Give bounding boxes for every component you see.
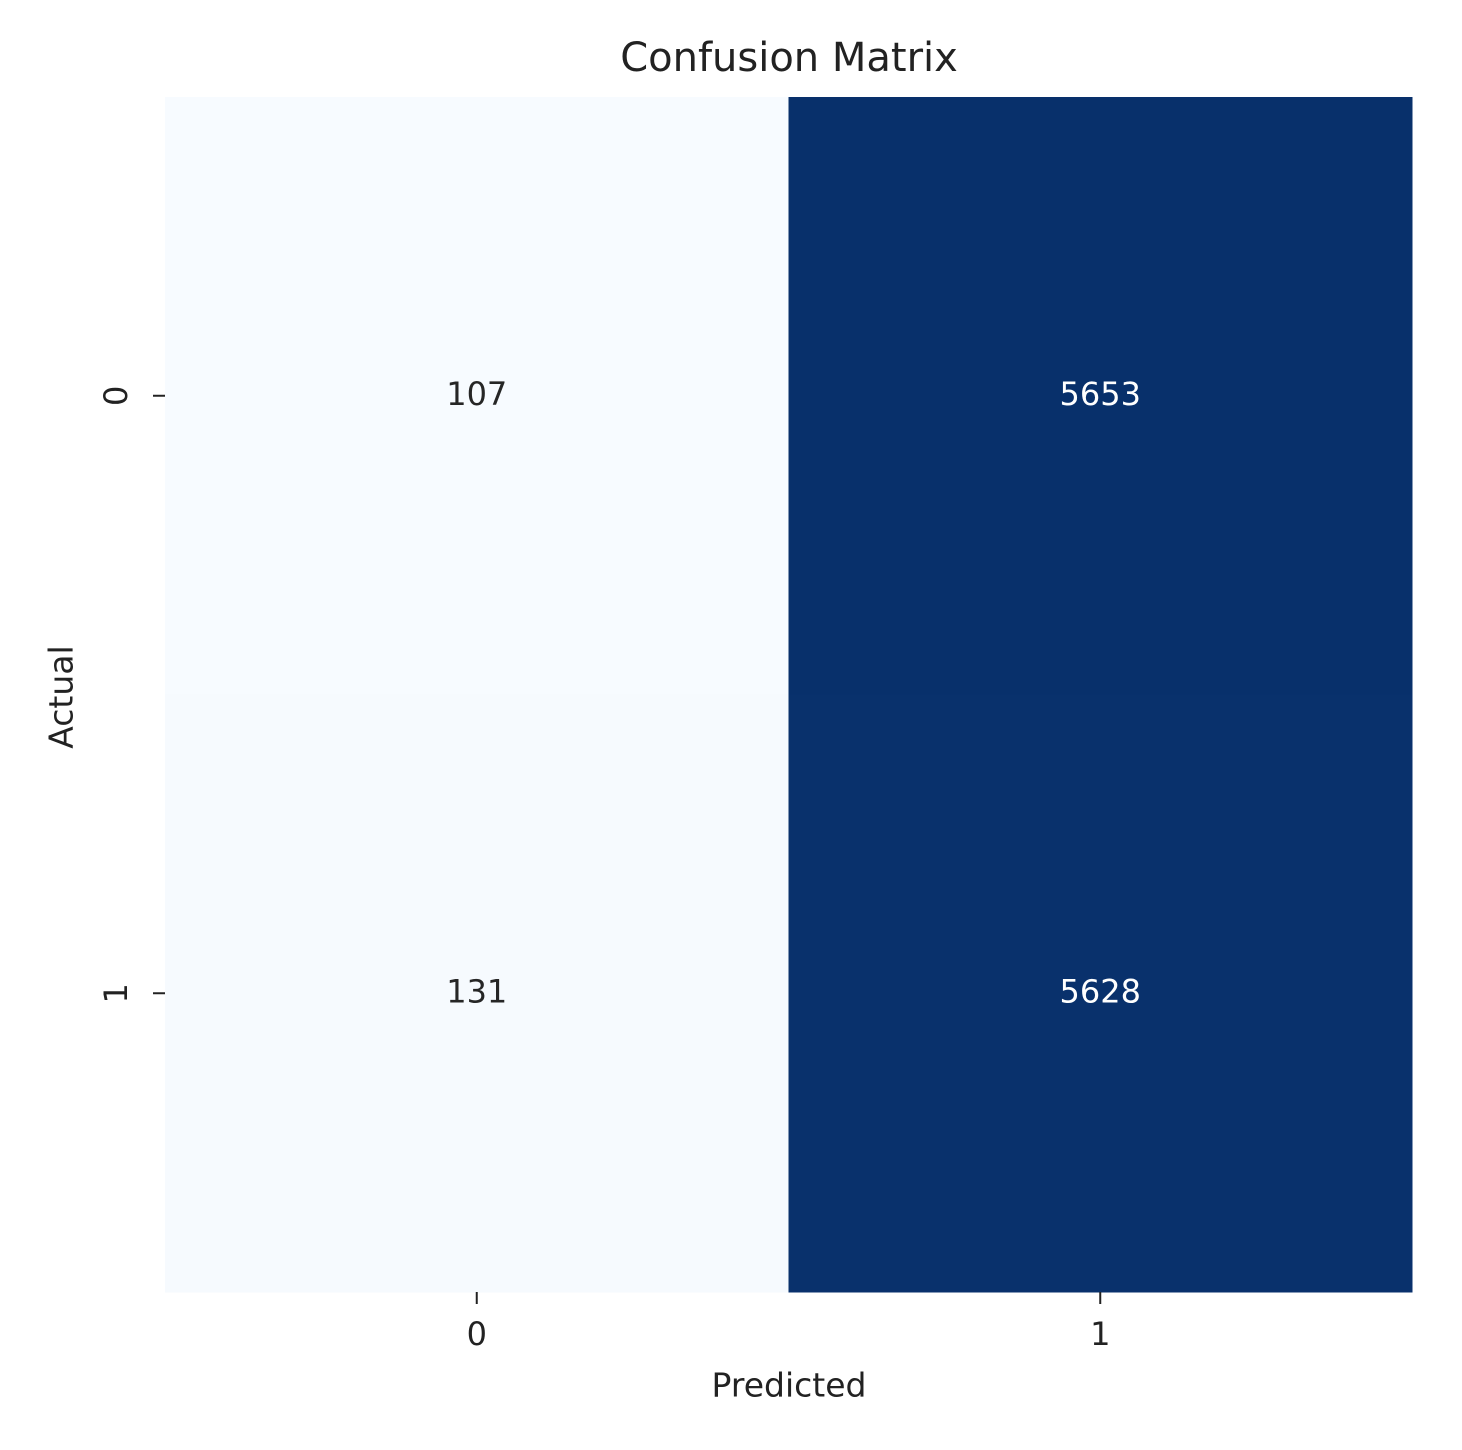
cell-label: 5628 — [1060, 972, 1141, 1010]
heatmap-cell — [788, 694, 1413, 1293]
cell-label: 5653 — [1060, 375, 1141, 413]
heatmap-cell — [165, 97, 789, 695]
y-tick-label: 1 — [97, 983, 135, 1003]
cell-label: 131 — [446, 972, 507, 1010]
y-axis-label: Actual — [42, 645, 81, 748]
x-tick-label: 0 — [467, 1315, 487, 1353]
cell-label: 107 — [446, 375, 507, 413]
x-tick-label: 1 — [1090, 1315, 1110, 1353]
chart-title: Confusion Matrix — [620, 35, 958, 81]
heatmap-cell — [788, 97, 1413, 695]
x-axis-label: Predicted — [712, 1366, 867, 1405]
heatmap-cell — [165, 694, 789, 1293]
y-tick-label: 0 — [97, 386, 135, 406]
